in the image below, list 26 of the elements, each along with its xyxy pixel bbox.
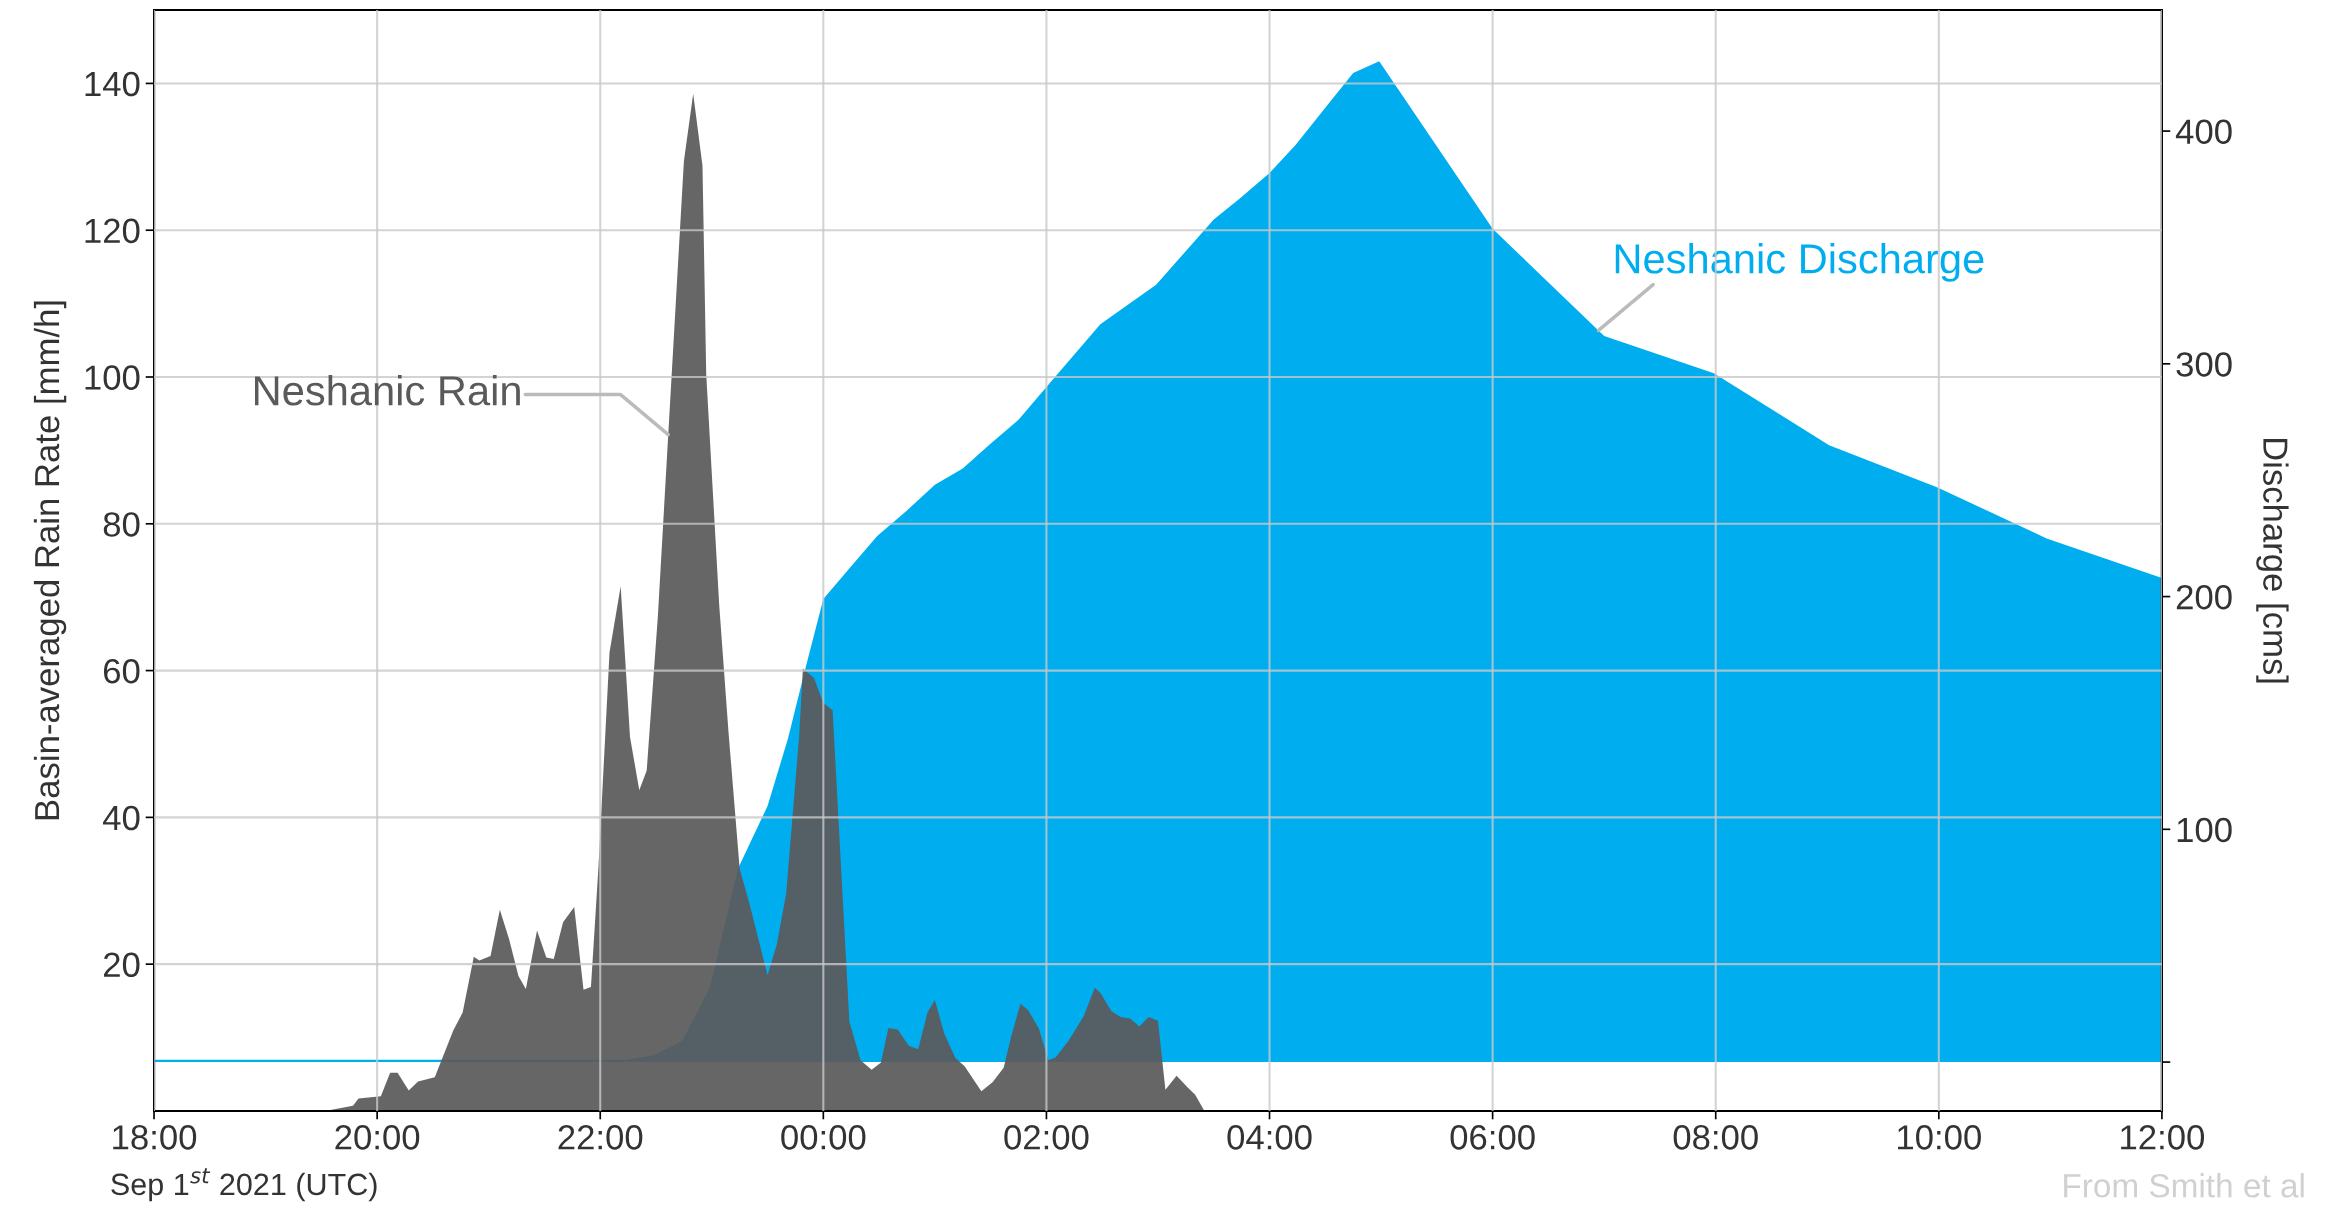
y-tick-label: 80 [103,512,140,537]
x-tick-label: 10:00 [1898,1125,1981,1150]
x-tick-label: 00:00 [781,1125,866,1150]
y-axis-title: Basin-averaged Rain Rate [mm/h] [33,301,67,820]
y2-tick-label: 400 [2175,119,2232,144]
x-tick-label: 08:00 [1673,1125,1758,1150]
x-tick-label: 18:00 [113,1125,197,1150]
y2-tick-label: 100 [2177,817,2232,843]
y-tick-label: 40 [103,805,140,831]
y2-axis-title: Discharge [cms] [2256,438,2289,683]
y-tick-label: 100 [85,365,140,390]
x-axis-title: Sep 1$^{st}$ 2021 (UTC) [111,1168,377,1202]
y-tick-label: 60 [103,658,140,684]
x-tick-label: 22:00 [558,1125,643,1150]
x-tick-label: 12:00 [2121,1125,2204,1150]
y2-tick-label: 200 [2176,584,2232,610]
x-tick-label: 20:00 [335,1125,420,1150]
y-tick-label: 140 [85,71,140,97]
x-tick-label: 06:00 [1450,1125,1535,1150]
x-tick-label: 02:00 [1004,1125,1089,1150]
x-tick-label: 04:00 [1227,1125,1312,1150]
series-label: Neshanic Discharge [1615,243,1984,282]
y-tick-label: 20 [103,952,140,978]
y-tick-label: 120 [85,218,140,244]
y2-tick-label: 300 [2176,352,2232,377]
text: Neshanic Rain [255,374,520,406]
